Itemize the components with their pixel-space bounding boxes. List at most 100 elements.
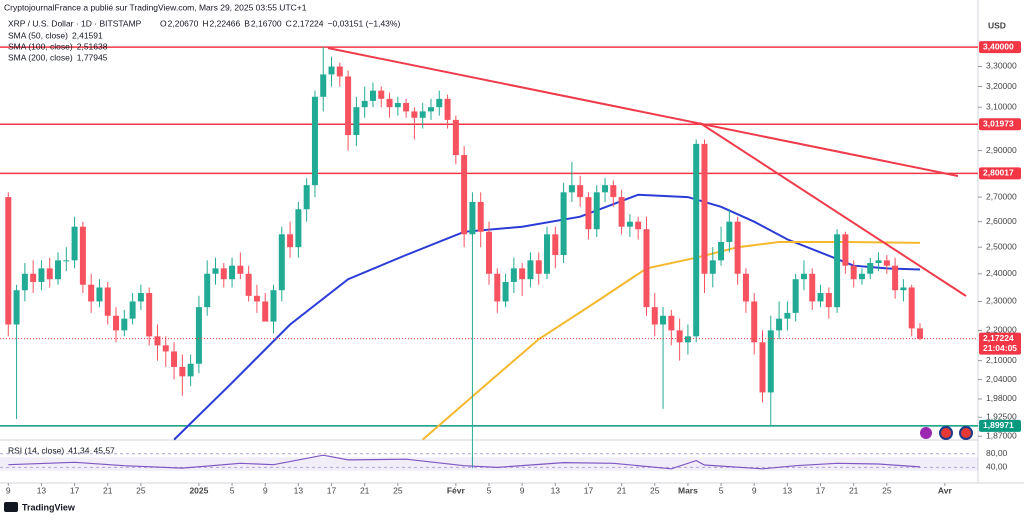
candle-body bbox=[369, 90, 376, 101]
candle-body bbox=[63, 260, 70, 262]
legend-value: 2,51638 bbox=[77, 41, 108, 51]
candle-body bbox=[46, 268, 53, 280]
candle-body bbox=[171, 351, 178, 367]
candle-body bbox=[295, 209, 302, 248]
countdown: 21:04:05 bbox=[983, 343, 1017, 353]
candle-body bbox=[96, 287, 103, 302]
candle-body bbox=[792, 279, 799, 313]
level-tag bbox=[979, 419, 1021, 432]
published-note: CryptojournalFrance a publié sur Trading… bbox=[4, 2, 307, 12]
x-tick-label: 5 bbox=[230, 485, 235, 495]
candle-body bbox=[834, 234, 841, 308]
candle-body bbox=[643, 229, 650, 308]
candle-body bbox=[278, 234, 285, 291]
candle-body bbox=[510, 268, 517, 282]
x-tick-label: 25 bbox=[393, 485, 403, 495]
candle-body bbox=[577, 185, 584, 198]
candle-body bbox=[270, 290, 277, 322]
candle-body bbox=[626, 221, 633, 227]
x-tick-label: 9 bbox=[520, 485, 525, 495]
candle-body bbox=[71, 226, 78, 261]
rsi-tick-label: 40,00 bbox=[986, 462, 1008, 472]
event-icon[interactable] bbox=[920, 427, 932, 439]
candle-body bbox=[146, 293, 153, 337]
x-tick-label: 17 bbox=[816, 485, 826, 495]
candle-body bbox=[154, 336, 161, 346]
candle-body bbox=[867, 263, 874, 274]
candle-body bbox=[212, 268, 219, 274]
ohlc-value: 2,20670 bbox=[168, 18, 199, 28]
ohlc-value: 2,17224 bbox=[293, 18, 324, 28]
last-price-tag bbox=[979, 332, 1021, 355]
x-tick-label: 13 bbox=[294, 485, 304, 495]
candle-body bbox=[336, 66, 343, 77]
candle-body bbox=[137, 293, 144, 302]
candle-body bbox=[303, 185, 310, 210]
symbol: XRP / U.S. Dollar · 1D · BITSTAMP bbox=[8, 18, 142, 28]
candle-body bbox=[883, 260, 890, 266]
candle-body bbox=[220, 268, 227, 280]
candle-body bbox=[651, 307, 658, 325]
plot bbox=[0, 46, 978, 469]
candle-body bbox=[104, 287, 111, 316]
candle-body bbox=[900, 287, 907, 291]
candle-body bbox=[535, 260, 542, 274]
candle-body bbox=[585, 197, 592, 230]
candle-body bbox=[734, 221, 741, 274]
flag-icon[interactable] bbox=[939, 426, 953, 440]
trend-line bbox=[699, 122, 967, 297]
candle-body bbox=[204, 273, 211, 308]
candle-body bbox=[759, 342, 766, 393]
ohlc-key: H bbox=[202, 18, 208, 28]
candle-body bbox=[353, 107, 360, 136]
candle-body bbox=[187, 363, 194, 377]
y-tick-label: 3,20000 bbox=[986, 81, 1017, 91]
y-tick-label: 3,30000 bbox=[986, 61, 1017, 71]
candle-body bbox=[394, 103, 401, 108]
candle-body bbox=[709, 260, 716, 274]
level-label: 3,40000 bbox=[983, 41, 1014, 51]
ohlc-key: B bbox=[244, 18, 250, 28]
candle-body bbox=[519, 268, 526, 280]
candle-body bbox=[411, 111, 418, 118]
candle-body bbox=[602, 185, 609, 193]
level-tag bbox=[979, 41, 1021, 54]
x-tick-label: 13 bbox=[551, 485, 561, 495]
y-tick-label: 1,98000 bbox=[986, 393, 1017, 403]
x-tick-label: 25 bbox=[136, 485, 146, 495]
candle-body bbox=[635, 221, 642, 230]
change: −0,03151 (−1,43%) bbox=[328, 18, 401, 28]
x-tick-label: 13 bbox=[37, 485, 47, 495]
y-tick-label: 2,30000 bbox=[986, 296, 1017, 306]
candle-body bbox=[245, 273, 252, 296]
candle-body bbox=[328, 66, 335, 75]
candle-body bbox=[262, 301, 269, 322]
candle-body bbox=[79, 226, 86, 285]
x-tick-label: 5 bbox=[487, 485, 492, 495]
candle-body bbox=[875, 260, 882, 264]
currency: USD bbox=[988, 20, 1006, 30]
candle-body bbox=[378, 90, 385, 99]
candle-body bbox=[427, 107, 434, 112]
candle-body bbox=[461, 155, 468, 235]
candle-body bbox=[320, 74, 327, 97]
x-tick-label: 21 bbox=[103, 485, 113, 495]
candle-body bbox=[121, 318, 128, 331]
candle-body bbox=[30, 273, 37, 282]
candle-body bbox=[593, 192, 600, 230]
candle-body bbox=[552, 234, 559, 256]
candle-body bbox=[477, 201, 484, 232]
x-tick-label: Févr bbox=[447, 485, 466, 495]
flag-icon[interactable] bbox=[959, 426, 973, 440]
candle-body bbox=[444, 98, 451, 120]
candle-body bbox=[494, 273, 501, 302]
y-tick-label: 2,70000 bbox=[986, 191, 1017, 201]
candle-body bbox=[452, 119, 459, 156]
candle-body bbox=[676, 330, 683, 343]
y-tick-label: 2,40000 bbox=[986, 268, 1017, 278]
candle-body bbox=[179, 366, 186, 377]
rsi-value: 41,34 bbox=[68, 445, 90, 455]
candle-body bbox=[850, 265, 857, 280]
candle-body bbox=[693, 143, 700, 337]
candle-body bbox=[718, 242, 725, 261]
